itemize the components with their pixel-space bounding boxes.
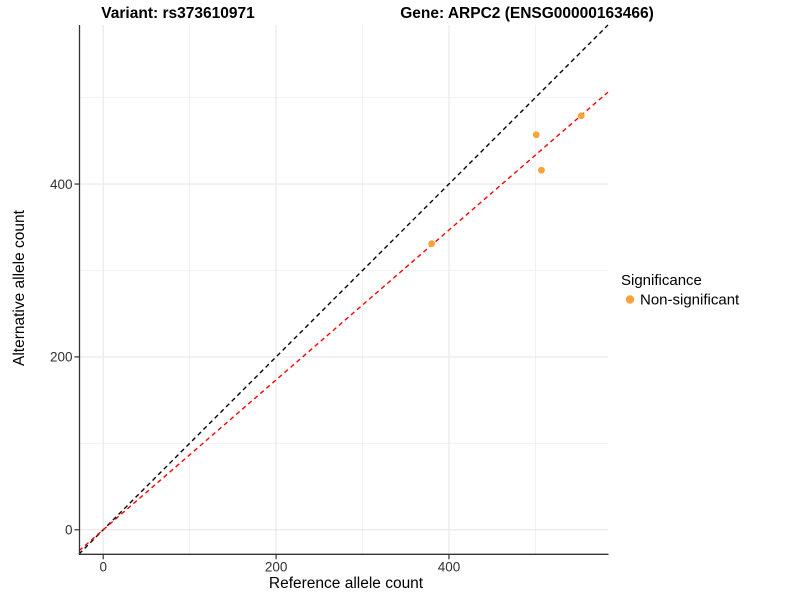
data-point	[538, 166, 545, 174]
identity-line	[78, 24, 609, 555]
y-tick-label: 0	[65, 523, 73, 538]
y-axis-title: Alternative allele count	[11, 209, 28, 366]
axis-lines	[78, 25, 609, 555]
x-axis-title: Reference allele count	[269, 575, 424, 592]
gridlines-minor	[79, 25, 608, 554]
legend-item-label: Non-significant	[640, 292, 740, 309]
y-tick-label: 400	[50, 177, 73, 192]
data-point	[428, 240, 436, 248]
plot-title-variant: Variant: rs373610971	[101, 5, 255, 22]
legend-point-icon	[625, 295, 635, 304]
data-point	[532, 131, 540, 139]
x-tick-label: 0	[99, 560, 107, 575]
y-tick-label: 200	[50, 350, 73, 365]
legend-title: Significance	[621, 272, 702, 289]
regression-fit-line	[78, 91, 609, 552]
gridlines-major	[79, 25, 608, 554]
data-points	[428, 112, 585, 248]
x-tick-label: 400	[438, 560, 461, 575]
plot-title-gene: Gene: ARPC2 (ENSG00000163466)	[400, 5, 654, 22]
axis-ticks	[74, 183, 450, 560]
legend: Significance Non-significant	[621, 272, 740, 309]
axis-tick-labels: 0 200 400 0 200 400	[50, 177, 460, 575]
x-tick-label: 200	[265, 560, 288, 575]
data-point	[577, 112, 585, 120]
